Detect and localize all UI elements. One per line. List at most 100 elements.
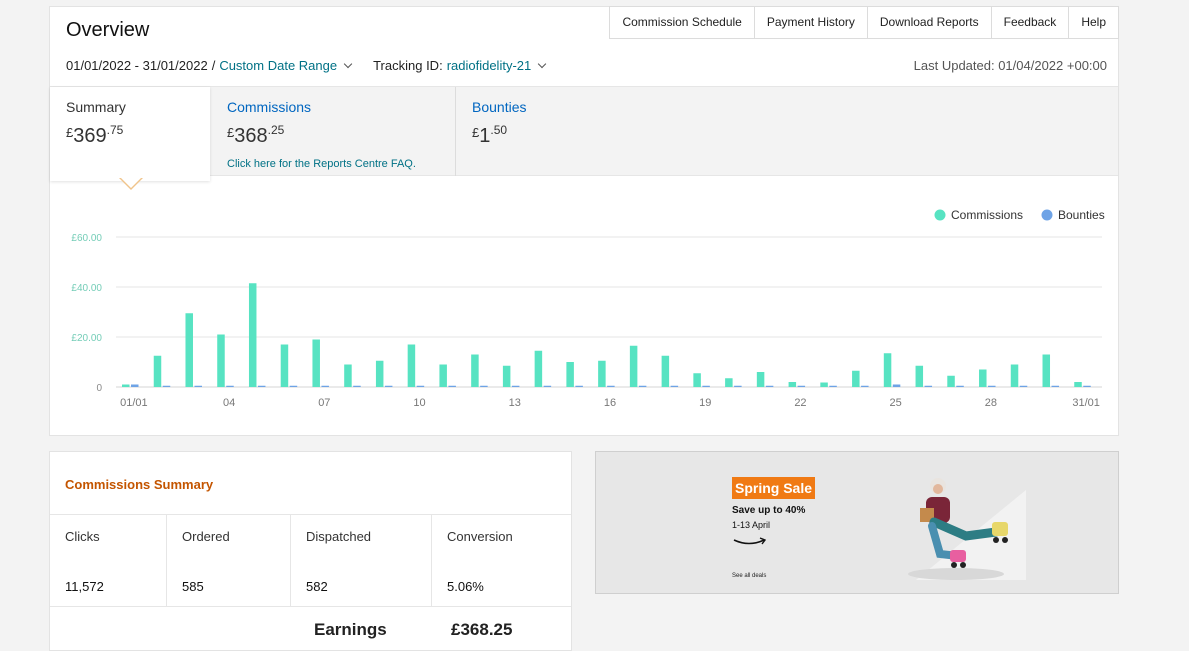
bar-commissions	[1074, 382, 1082, 387]
bar-bounties	[416, 385, 425, 387]
ad-discount-text: Save up to 40%	[732, 505, 806, 516]
bar-bounties	[289, 385, 298, 387]
date-range-text: 01/01/2022 - 31/01/2022	[66, 58, 208, 73]
tab-bounties[interactable]: Bounties £1.50	[456, 87, 696, 176]
spring-sale-banner[interactable]: Spring Sale Save up to 40% 1-13 April Se…	[595, 451, 1119, 594]
tab-bounties-label[interactable]: Bounties	[472, 99, 527, 115]
bar-bounties	[448, 385, 456, 387]
bar-bounties	[734, 385, 742, 387]
bar-commissions	[566, 362, 574, 387]
bar-commissions	[820, 382, 828, 387]
commissions-summary-title: Commissions Summary	[65, 477, 214, 492]
bar-bounties	[670, 385, 679, 387]
conversion-label: Conversion	[447, 529, 513, 544]
bar-bounties	[226, 385, 234, 387]
bar-bounties	[321, 385, 329, 387]
download-reports-link[interactable]: Download Reports	[867, 6, 992, 39]
x-tick-label: 16	[604, 397, 616, 409]
bar-bounties	[257, 385, 266, 387]
bar-bounties	[765, 385, 774, 387]
bar-commissions	[502, 365, 511, 387]
legend-label-commissions: Commissions	[951, 208, 1023, 222]
summary-tabs: Summary £369.75 Commissions £368.25 Clic…	[50, 86, 1118, 181]
bar-bounties	[861, 385, 869, 387]
tab-summary[interactable]: Summary £369.75	[50, 87, 210, 181]
bar-commissions	[185, 313, 193, 387]
bar-bounties	[956, 385, 964, 387]
bar-bounties	[829, 385, 837, 387]
dispatched-label: Dispatched	[306, 529, 372, 544]
tab-bounties-value: £1.50	[472, 123, 508, 147]
date-row: 01/01/2022 - 31/01/2022 / Custom Date Ra…	[66, 58, 553, 73]
legend-dot-commissions	[934, 209, 946, 221]
see-all-deals-link[interactable]: See all deals	[732, 573, 767, 579]
bar-bounties	[384, 385, 393, 387]
commissions-summary-card: Commissions Summary Clicks 11,572 Ordere…	[49, 451, 572, 651]
bar-commissions	[375, 360, 384, 387]
bar-commissions	[598, 360, 606, 387]
chevron-down-icon[interactable]	[537, 59, 547, 69]
help-link[interactable]: Help	[1069, 6, 1119, 39]
amazon-smile-icon	[733, 537, 767, 545]
bar-bounties	[892, 384, 901, 387]
summary-clicks: Clicks 11,572	[50, 515, 167, 606]
clicks-label: Clicks	[65, 529, 100, 544]
bar-bounties	[797, 385, 806, 387]
x-tick-label: 25	[890, 397, 902, 409]
tab-commissions-label[interactable]: Commissions	[227, 99, 312, 115]
y-tick-label: £20.00	[71, 333, 102, 344]
bar-bounties	[1051, 385, 1060, 387]
tab-commissions[interactable]: Commissions £368.25 Click here for the R…	[211, 87, 456, 176]
bar-commissions	[312, 339, 320, 387]
bar-commissions	[153, 355, 162, 387]
commission-schedule-link[interactable]: Commission Schedule	[609, 6, 755, 39]
bar-bounties	[131, 384, 139, 387]
overview-card: Overview Commission Schedule Payment His…	[49, 6, 1119, 436]
bar-commissions	[756, 372, 765, 387]
bar-bounties	[194, 385, 202, 387]
bar-commissions	[1042, 354, 1051, 387]
last-updated: Last Updated: 01/04/2022 +00:00	[913, 58, 1107, 73]
summary-grid: Clicks 11,572 Ordered 585 Dispatched 582…	[50, 514, 571, 607]
tracking-id-dropdown[interactable]: radiofidelity-21	[446, 58, 532, 73]
tab-summary-value: £369.75	[66, 123, 124, 147]
bar-commissions	[725, 378, 733, 387]
bar-bounties	[638, 385, 647, 387]
top-links: Commission Schedule Payment History Down…	[609, 6, 1119, 39]
earnings-bar-chart: 0 £20.00 £40.00 £60.00 01/01 04 07 10 13 16 19 22 25…	[71, 208, 1105, 409]
chevron-down-icon[interactable]	[343, 59, 353, 69]
date-range-dropdown[interactable]: Custom Date Range	[219, 58, 338, 73]
x-tick-label: 04	[223, 397, 235, 409]
legend-dot-bounties	[1041, 209, 1053, 221]
x-tick-label: 13	[509, 397, 521, 409]
bar-commissions	[947, 375, 955, 387]
bar-bounties	[162, 385, 171, 387]
payment-history-link[interactable]: Payment History	[754, 6, 868, 39]
feedback-link[interactable]: Feedback	[991, 6, 1070, 39]
spring-sale-badge: Spring Sale	[732, 477, 816, 499]
summary-ordered: Ordered 585	[167, 515, 291, 606]
y-tick-label: £60.00	[71, 233, 102, 244]
active-tab-pointer	[119, 177, 143, 190]
bar-bounties	[1083, 385, 1091, 387]
ordered-label: Ordered	[182, 529, 230, 544]
y-tick-label: 0	[96, 383, 102, 394]
legend-label-bounties: Bounties	[1058, 208, 1105, 222]
bar-commissions	[883, 353, 892, 387]
tab-commissions-value: £368.25	[227, 123, 285, 147]
bar-commissions	[248, 283, 257, 387]
ordered-value: 585	[182, 579, 204, 594]
bar-bounties	[988, 385, 996, 387]
bar-commissions	[122, 384, 130, 387]
earnings-value: £368.25	[451, 620, 513, 639]
bar-commissions	[661, 355, 670, 387]
bar-bounties	[353, 385, 361, 387]
bar-bounties	[702, 385, 710, 387]
summary-conversion: Conversion 5.06%	[432, 515, 571, 606]
bar-commissions	[344, 364, 352, 387]
bar-bounties	[607, 385, 615, 387]
earnings-label: Earnings	[314, 620, 387, 639]
reports-faq-link[interactable]: Click here for the Reports Centre FAQ.	[227, 158, 416, 170]
x-tick-label: 10	[413, 397, 425, 409]
x-tick-label: 22	[794, 397, 806, 409]
